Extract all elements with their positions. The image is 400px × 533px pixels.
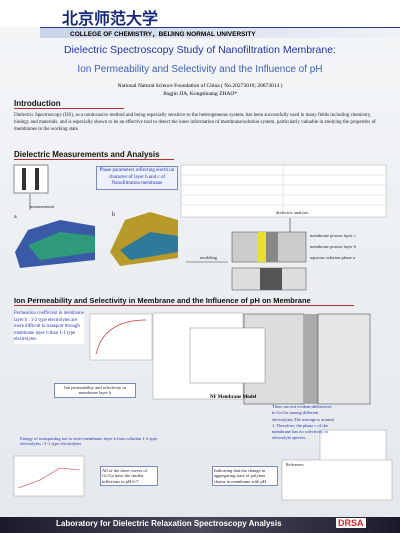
footer-logo: DRSA [336, 518, 366, 528]
footer-bar [0, 517, 400, 533]
references-heading: References [286, 462, 304, 467]
footer-text: Laboratory for Dielectric Relaxation Spe… [56, 519, 282, 528]
layer-label: membrane porous layer b [310, 244, 356, 249]
logo: 北京师范大学 [62, 9, 159, 28]
section-heading: Dielectric Measurements and Analysis [14, 150, 174, 160]
college: COLLEGE OF CHEMISTRY，BEIJING NORMAL UNIV… [70, 31, 256, 38]
energy-note: Energy of transporting ion to enter memb… [20, 436, 158, 447]
indicating-note: Indicating that the change in aggregatin… [212, 466, 278, 487]
title: Dielectric Spectroscopy Study of Nanofil… [64, 44, 336, 56]
panel-label: b [112, 212, 115, 218]
permeability-note: Ion permeability and selectivity in memb… [54, 383, 136, 398]
selectivity-note: There are not evident differences in Gc/… [272, 404, 334, 441]
panel-label: a [14, 214, 17, 220]
college-bar [40, 27, 400, 38]
layer-label: membrane porous layer c [310, 233, 356, 238]
callout: Phase parameters reflecting electrical c… [96, 166, 178, 190]
section-heading: Ion Permeability and Selectivity in Memb… [14, 296, 354, 306]
layer-label: aqueous solution phase a [310, 255, 355, 260]
section-heading: Introduction [14, 99, 124, 109]
header-band [0, 0, 400, 27]
flow-label: dielectric analysis [276, 210, 309, 215]
authors: Jingjin JIA, Kongshuang ZHAO* [162, 91, 238, 97]
funding: National Natural Science Foundation of C… [117, 83, 283, 89]
permeation-note: Permeation coefficient in membrane layer… [14, 311, 84, 344]
dielectric-figures [13, 164, 387, 291]
ion-figures [13, 312, 393, 501]
inflexion-note: All of the three curves of Gc/Ga have th… [100, 466, 158, 487]
flow-label: modeling [200, 255, 217, 260]
flow-label: measurement [30, 204, 54, 209]
model-label: NF Membrane Model [210, 395, 257, 400]
subtitle: Ion Permeability and Selectivity and the… [77, 64, 323, 75]
intro-text: Dielectric Spectroscopy (DS), as a nonin… [14, 113, 376, 132]
